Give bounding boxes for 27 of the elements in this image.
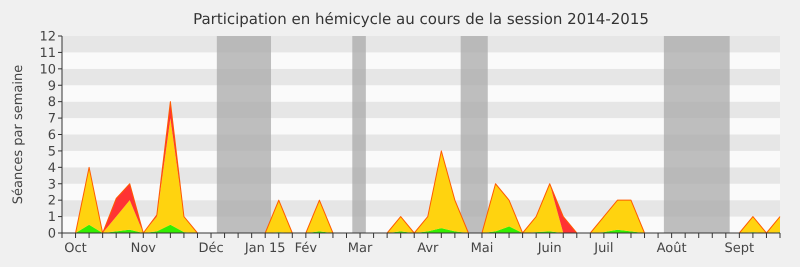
x-tick-label: Juil	[593, 241, 614, 256]
y-tick-label: 8	[48, 95, 56, 110]
y-tick-label: 7	[48, 112, 56, 127]
y-tick-label: 10	[39, 62, 56, 78]
y-axis-title: Séances par semaine	[11, 64, 26, 204]
x-tick-label: Fév	[294, 241, 318, 256]
x-tick-label: Mai	[470, 241, 494, 256]
y-tick-label: 0	[48, 226, 56, 242]
x-tick-label: Juin	[536, 241, 562, 256]
y-tick-label: 11	[39, 46, 56, 61]
x-tick-label: Sept	[724, 241, 754, 256]
y-tick-label: 4	[48, 160, 56, 176]
x-tick-label: Août	[656, 241, 687, 256]
y-tick-label: 9	[48, 78, 56, 94]
y-tick-label: 12	[39, 30, 56, 44]
y-tick-label: 1	[48, 210, 56, 226]
x-tick-label: Oct	[64, 241, 87, 256]
x-tick-label: Avr	[417, 241, 440, 256]
y-tick-label: 6	[48, 128, 56, 143]
x-tick-label: Mar	[348, 241, 373, 256]
y-tick-label: 2	[48, 194, 56, 209]
x-tick-label: Nov	[130, 241, 156, 256]
x-tick-label: Jan 15	[244, 241, 286, 256]
chart-title: Participation en hémicycle au cours de la session 2014-2015	[193, 10, 649, 28]
y-tick-label: 5	[48, 144, 56, 160]
y-tick-label: 3	[48, 177, 56, 192]
x-tick-label: Déc	[198, 241, 224, 256]
